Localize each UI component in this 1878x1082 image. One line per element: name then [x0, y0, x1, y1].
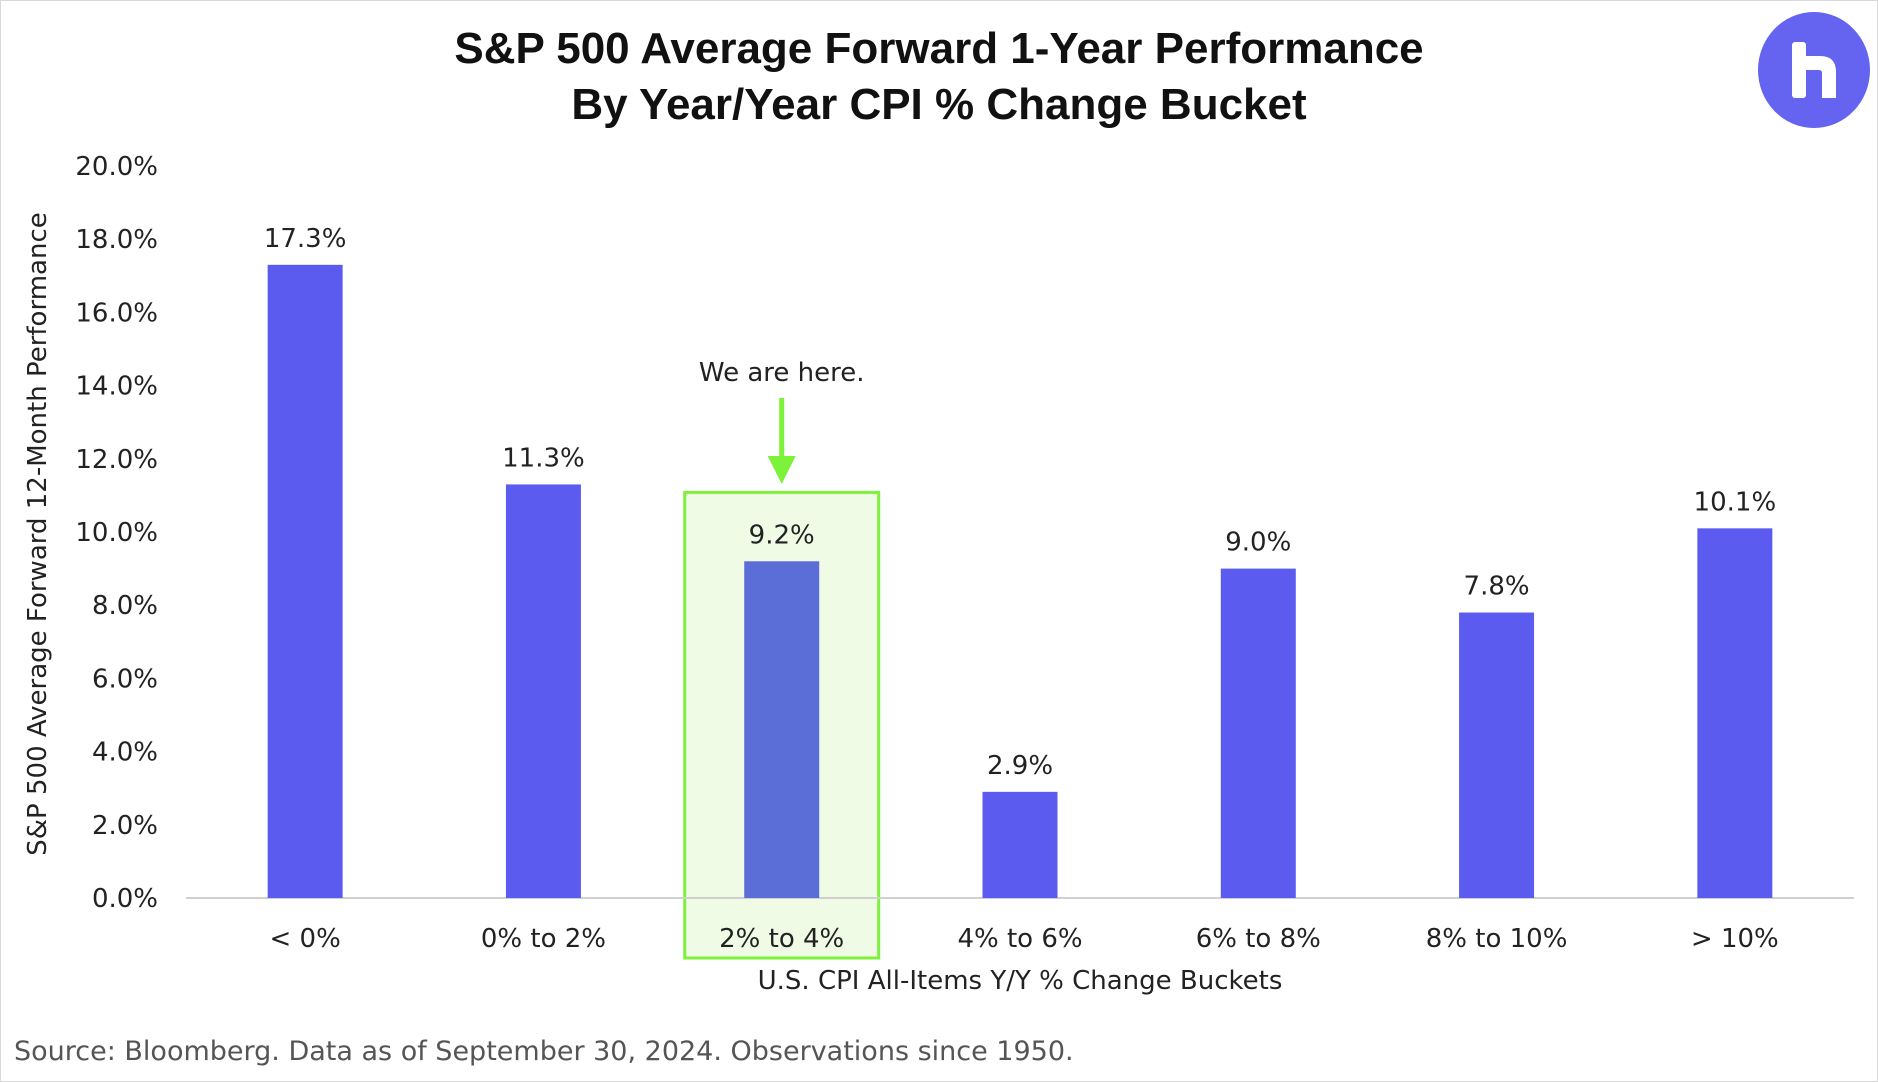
y-tick-label: 14.0% — [75, 372, 158, 402]
x-tick-label: 2% to 4% — [719, 924, 844, 954]
y-tick-label: 4.0% — [92, 738, 158, 768]
y-axis-title: S&P 500 Average Forward 12-Month Perform… — [23, 212, 53, 855]
bar — [505, 484, 581, 898]
arrow-down-icon — [767, 456, 796, 484]
y-tick-label: 2.0% — [92, 811, 158, 841]
x-tick-label: 6% to 8% — [1196, 924, 1321, 954]
x-axis-title: U.S. CPI All-Items Y/Y % Change Buckets — [758, 966, 1283, 996]
chart-title-line-2: By Year/Year CPI % Change Bucket — [571, 80, 1307, 129]
annotation-text: We are here. — [699, 358, 865, 388]
x-tick-label: 8% to 10% — [1426, 924, 1568, 954]
brand-logo-icon — [1758, 12, 1870, 128]
bar — [1459, 612, 1535, 898]
x-tick-label: < 0% — [269, 924, 340, 954]
y-tick-label: 16.0% — [75, 298, 158, 328]
y-tick-label: 10.0% — [75, 518, 158, 548]
data-label: 10.1% — [1694, 487, 1777, 517]
source-note: Source: Bloomberg. Data as of September … — [14, 1036, 1074, 1067]
bar — [1220, 568, 1296, 898]
y-tick-label: 20.0% — [75, 152, 158, 182]
bar — [267, 264, 343, 898]
y-tick-label: 6.0% — [92, 664, 158, 694]
x-tick-label: 4% to 6% — [957, 924, 1082, 954]
x-tick-label: > 10% — [1691, 924, 1779, 954]
y-tick-label: 12.0% — [75, 445, 158, 475]
data-label: 17.3% — [264, 224, 347, 254]
x-tick-label: 0% to 2% — [481, 924, 606, 954]
y-tick-label: 18.0% — [75, 225, 158, 255]
bar — [744, 561, 820, 898]
data-label: 2.9% — [987, 751, 1053, 781]
data-label: 9.0% — [1225, 528, 1291, 558]
data-label: 7.8% — [1464, 572, 1530, 602]
y-tick-label: 8.0% — [92, 591, 158, 621]
bar — [1697, 528, 1773, 898]
bar — [982, 791, 1058, 898]
data-label: 9.2% — [749, 520, 815, 550]
y-tick-label: 0.0% — [92, 884, 158, 914]
chart-title-line-1: S&P 500 Average Forward 1-Year Performan… — [454, 24, 1424, 73]
data-label: 11.3% — [502, 443, 585, 473]
